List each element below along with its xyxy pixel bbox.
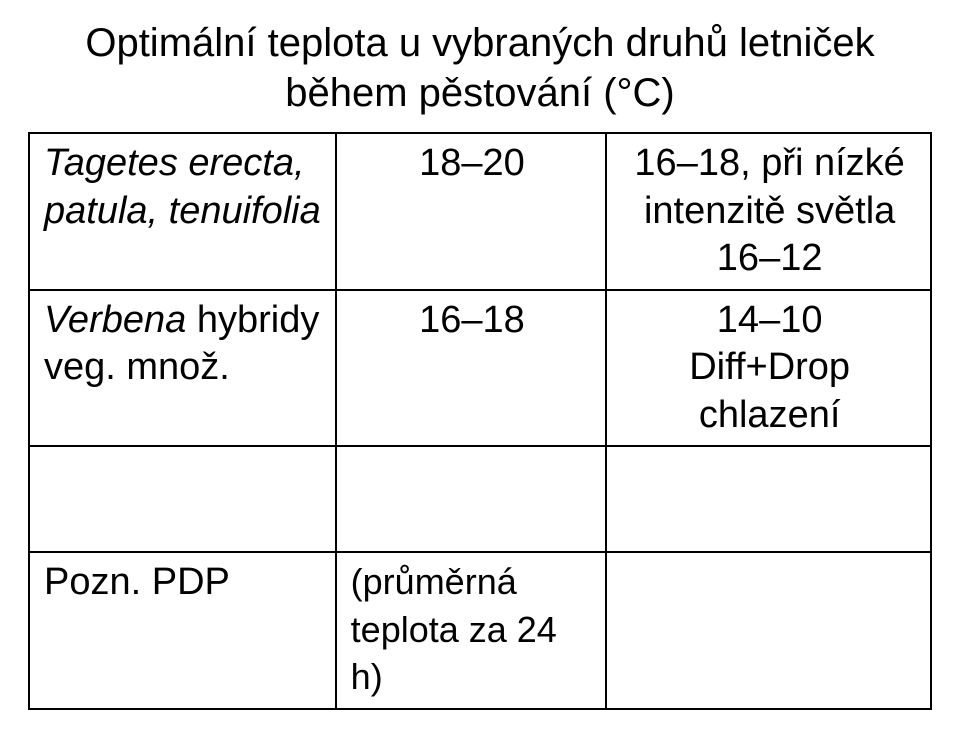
title-line-1: Optimální teplota u vybraných druhů letn… [85,21,874,65]
cell-temp2: 16–18, při nízké intenzitě světla 16–12 [606,133,931,290]
table-row: Verbena hybridy veg. množ. 16–18 14–10Di… [29,290,931,447]
cell-empty [336,446,607,552]
table-row-note: Pozn. PDP (průměrná teplota za 24 h) [29,552,931,709]
temperature-table: Tagetes erecta, patula, tenuifolia 18–20… [28,132,932,710]
cell-note-label: Pozn. PDP [29,552,336,709]
cell-empty [606,552,931,709]
cell-species: Verbena hybridy veg. množ. [29,290,336,447]
cell-note-text: (průměrná teplota za 24 h) [336,552,607,709]
cell-empty [29,446,336,552]
cell-temp2: 14–10Diff+Dropchlazení [606,290,931,447]
table-row: Tagetes erecta, patula, tenuifolia 18–20… [29,133,931,290]
cell-temp1: 16–18 [336,290,607,447]
cell-temp1: 18–20 [336,133,607,290]
cell-species: Tagetes erecta, patula, tenuifolia [29,133,336,290]
page-title: Optimální teplota u vybraných druhů letn… [28,18,932,118]
title-line-2: během pěstování (°C) [285,71,675,115]
note-subtext: (průměrná teplota za 24 h) [351,561,557,697]
table-row-empty [29,446,931,552]
cell-empty [606,446,931,552]
page: Optimální teplota u vybraných druhů letn… [0,0,960,751]
